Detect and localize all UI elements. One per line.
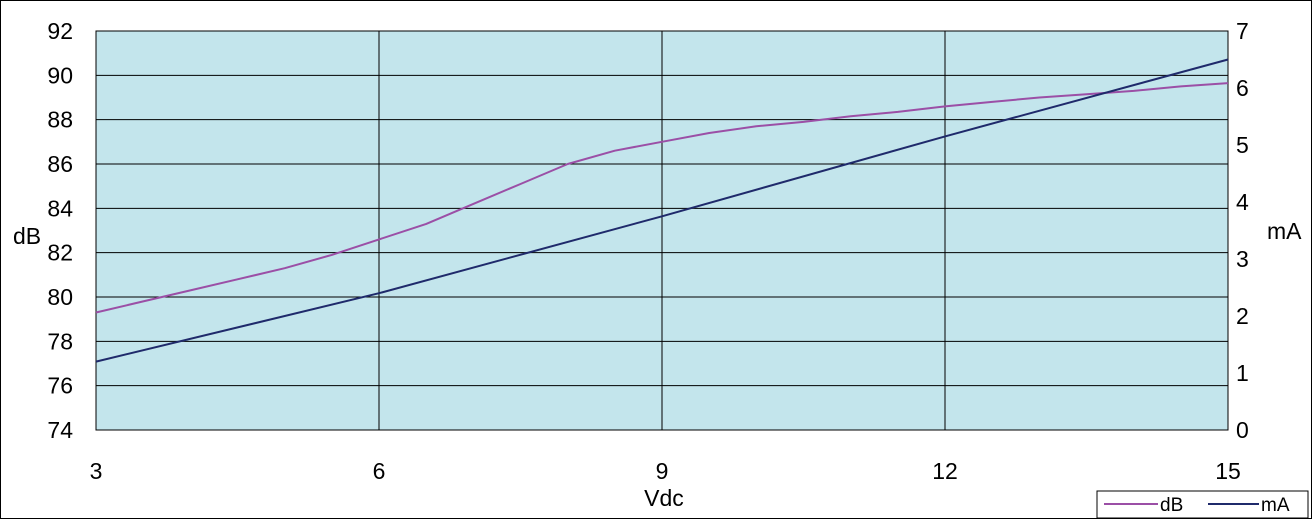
y-right-tick-label: 4 bbox=[1236, 189, 1249, 215]
grid bbox=[96, 31, 1228, 430]
x-tick-label: 12 bbox=[932, 458, 958, 484]
legend: dB mA bbox=[1096, 490, 1309, 519]
y-left-tick-label: 86 bbox=[47, 151, 73, 177]
legend-label-db: dB bbox=[1160, 495, 1183, 516]
y-right-tick-label: 3 bbox=[1236, 246, 1249, 272]
y-right-tick-label: 2 bbox=[1236, 303, 1249, 329]
y-left-tick-label: 80 bbox=[47, 284, 73, 310]
series-line-db bbox=[95, 82, 1229, 314]
legend-label-ma: mA bbox=[1261, 495, 1290, 516]
x-tick-label: 9 bbox=[656, 458, 669, 484]
y-left-tick-label: 84 bbox=[47, 195, 73, 221]
y-left-tick-label: 78 bbox=[47, 328, 73, 354]
y-left-tick-label: 92 bbox=[47, 18, 73, 44]
y-right-tick-label: 1 bbox=[1236, 360, 1249, 386]
y-left-tick-label: 88 bbox=[47, 107, 73, 133]
y-right-tick-label: 5 bbox=[1236, 132, 1249, 158]
x-axis-title: Vdc bbox=[644, 485, 684, 511]
y-left-tick-label: 74 bbox=[47, 417, 73, 443]
x-tick-label: 6 bbox=[373, 458, 386, 484]
x-tick-label: 15 bbox=[1215, 458, 1241, 484]
x-tick-label: 3 bbox=[90, 458, 103, 484]
y-left-axis-title: dB bbox=[13, 223, 41, 249]
y-right-axis-title: mA bbox=[1267, 218, 1302, 244]
y-right-tick-label: 0 bbox=[1236, 417, 1249, 443]
series-line-ma bbox=[95, 58, 1229, 363]
series-layer bbox=[95, 58, 1229, 363]
y-left-tick-label: 90 bbox=[47, 62, 73, 88]
y-right-tick-label: 6 bbox=[1236, 75, 1249, 101]
y-right-tick-label: 7 bbox=[1236, 18, 1249, 44]
y-left-tick-label: 76 bbox=[47, 373, 73, 399]
y-left-tick-label: 82 bbox=[47, 240, 73, 266]
